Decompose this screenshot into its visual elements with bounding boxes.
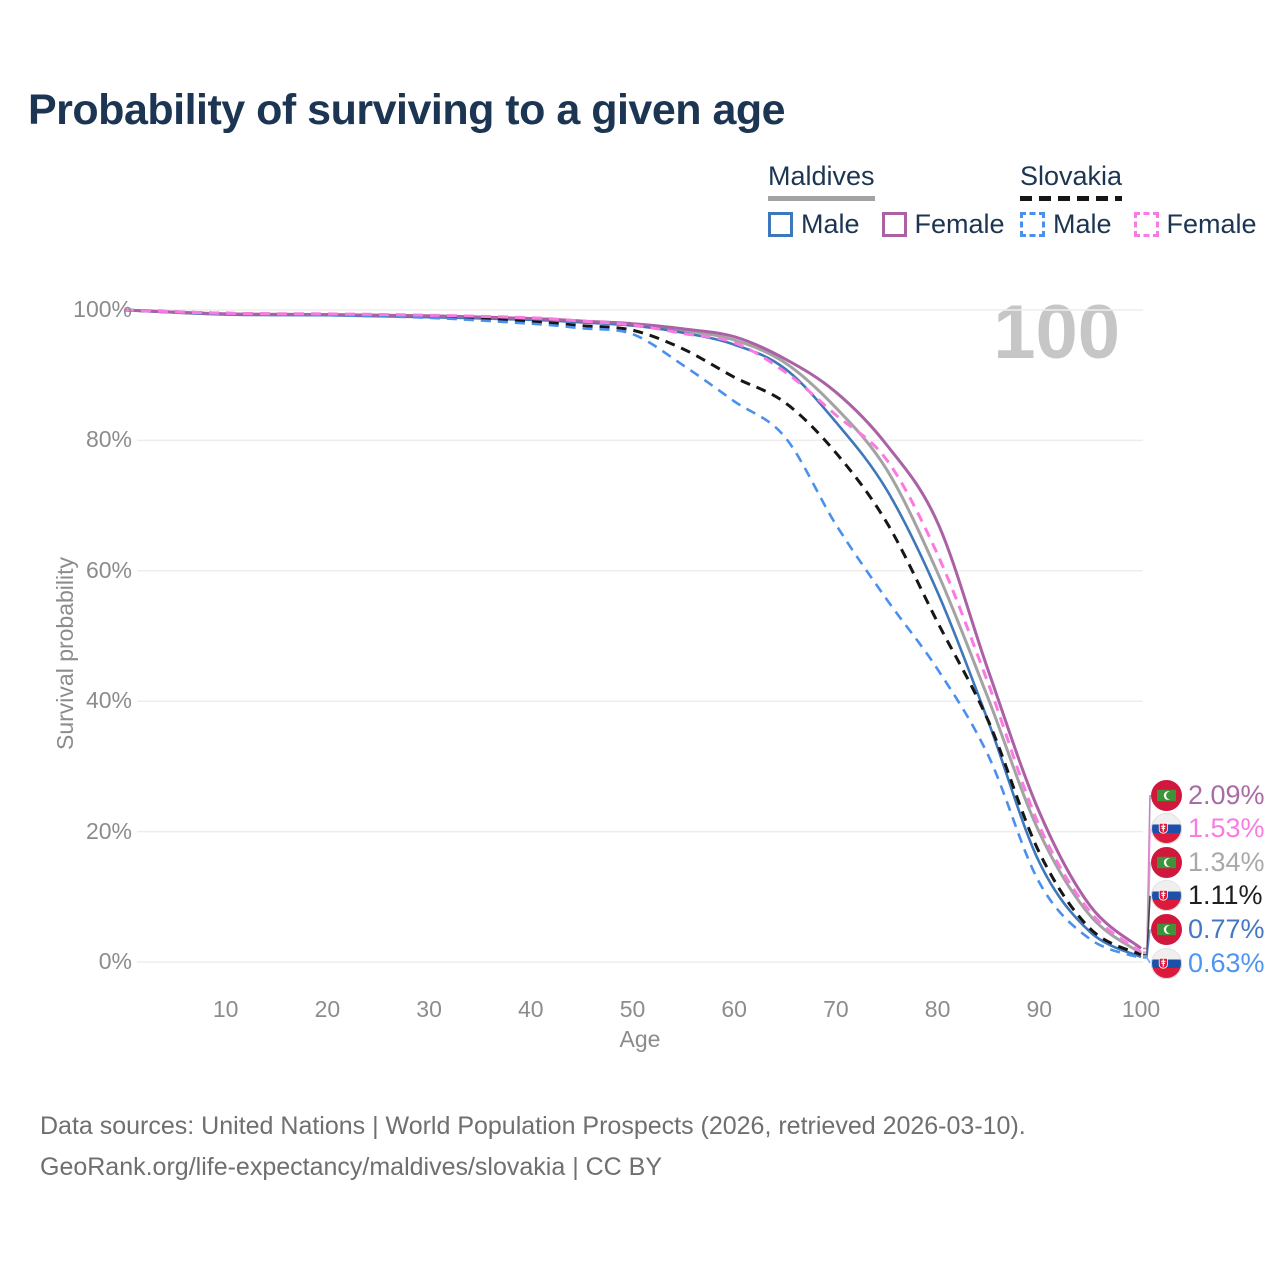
x-tick-label: 80 — [924, 996, 951, 1022]
x-tick-label: 50 — [619, 996, 646, 1022]
maldives-female-swatch — [881, 212, 907, 237]
maldives-flag-icon — [1151, 779, 1182, 811]
legend-country-maldives[interactable]: Maldives — [768, 161, 875, 201]
maldives-flag-icon — [1151, 913, 1182, 945]
legend-group-slovakia: Slovakia Male Female — [1020, 161, 1257, 240]
legend-group-maldives: Maldives Male Female — [768, 161, 1005, 240]
y-tick-label: 100% — [73, 296, 132, 322]
end-label-maldives-male: 0.77% — [1151, 913, 1265, 945]
legend-item-label: Male — [1053, 209, 1112, 239]
x-tick-label: 40 — [518, 996, 544, 1022]
y-tick-label: 0% — [98, 948, 132, 974]
y-tick-label: 20% — [85, 817, 132, 844]
legend-country-label: Slovakia — [1020, 161, 1123, 191]
maldives-male-swatch — [768, 212, 793, 237]
y-axis-title: Survival probability — [52, 556, 78, 750]
end-label-value: 1.34% — [1188, 846, 1265, 877]
slovakia-male-swatch — [1020, 212, 1045, 237]
y-tick-label: 80% — [85, 426, 132, 453]
x-tick-label: 30 — [416, 996, 442, 1022]
end-label-value: 1.11% — [1188, 880, 1263, 911]
curve-slovakia-male — [123, 308, 1142, 960]
slovakia-flag-icon — [1151, 813, 1182, 845]
end-label-value: 0.63% — [1188, 947, 1265, 978]
age-counter-watermark: 100 — [993, 290, 1120, 375]
end-label-slovakia-male: 0.63% — [1151, 947, 1265, 979]
slovakia-flag-icon — [1151, 947, 1182, 979]
legend-item-label: Female — [914, 209, 1005, 239]
end-label-value: 1.53% — [1188, 813, 1265, 844]
end-label-value: 2.09% — [1188, 779, 1265, 810]
legend-country-slovakia[interactable]: Slovakia — [1020, 161, 1123, 201]
x-tick-label: 70 — [823, 996, 849, 1022]
end-label-value: 0.77% — [1188, 913, 1265, 944]
page-title: Probability of surviving to a given age — [28, 86, 786, 134]
end-label-leader-line — [1143, 957, 1151, 964]
curve-slovakia-female — [123, 308, 1142, 954]
x-tick-label: 90 — [1026, 996, 1053, 1022]
maldives-line-swatch — [768, 196, 875, 201]
end-label-maldives-female: 2.09% — [1151, 779, 1265, 811]
x-axis-title: Age — [619, 1026, 661, 1052]
legend-item-slovakia-male[interactable]: Male — [1020, 209, 1112, 240]
slovakia-female-swatch — [1133, 212, 1159, 237]
curve-maldives-total — [123, 308, 1142, 955]
curve-maldives-female — [123, 308, 1142, 950]
slovakia-flag-icon — [1151, 880, 1182, 912]
y-tick-label: 60% — [85, 556, 132, 583]
data-sources-footer: Data sources: United Nations | World Pop… — [40, 1106, 1026, 1189]
curve-slovakia-total — [123, 308, 1142, 957]
legend-country-label: Maldives — [768, 161, 875, 191]
end-label-maldives-total: 1.34% — [1151, 846, 1265, 878]
x-tick-label: 100 — [1121, 996, 1161, 1022]
slovakia-line-swatch — [1020, 196, 1123, 201]
footer-line-2: GeoRank.org/life-expectancy/maldives/slo… — [40, 1153, 663, 1182]
end-label-slovakia-total: 1.11% — [1151, 880, 1263, 912]
legend-item-maldives-female[interactable]: Female — [881, 209, 1005, 240]
end-label-leader-line — [1143, 929, 1151, 958]
y-tick-label: 40% — [85, 687, 132, 714]
x-tick-label: 20 — [314, 996, 341, 1022]
legend-item-label: Female — [1166, 209, 1257, 239]
curve-maldives-male — [123, 308, 1142, 959]
legend-item-maldives-male[interactable]: Male — [768, 209, 860, 240]
legend-item-label: Male — [801, 209, 860, 239]
end-label-slovakia-female: 1.53% — [1151, 813, 1265, 845]
x-tick-label: 60 — [721, 996, 747, 1022]
legend-item-slovakia-female[interactable]: Female — [1133, 209, 1257, 240]
x-tick-label: 10 — [212, 996, 239, 1022]
maldives-flag-icon — [1151, 846, 1182, 878]
footer-line-1: Data sources: United Nations | World Pop… — [40, 1112, 1026, 1140]
